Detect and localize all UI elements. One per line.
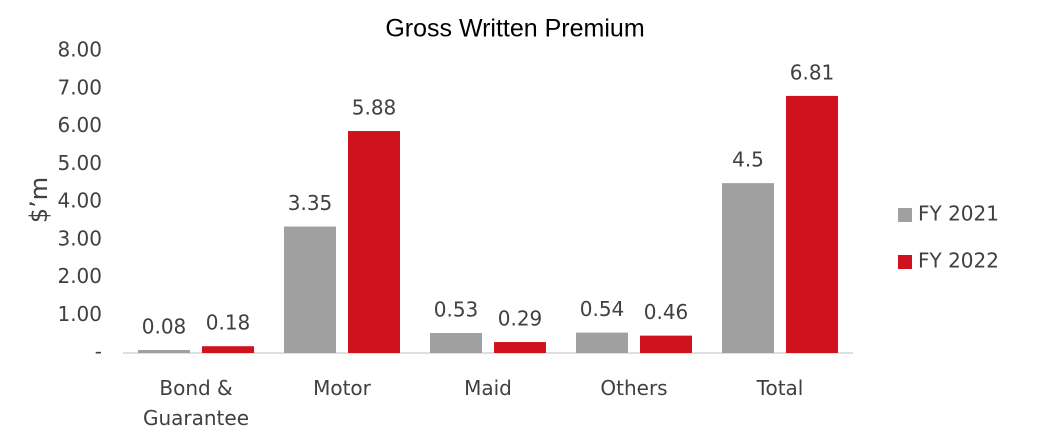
data-label: 0.54 — [580, 297, 625, 321]
x-tick-label: Maid — [464, 376, 512, 400]
data-label: 0.29 — [498, 307, 543, 331]
y-tick-label: 6.00 — [57, 113, 102, 137]
y-tick-label: 3.00 — [57, 226, 102, 250]
data-label: 5.88 — [352, 96, 397, 120]
y-tick-label: - — [95, 340, 102, 364]
bar — [284, 226, 336, 353]
data-label: 0.46 — [644, 300, 689, 324]
data-label: 0.53 — [434, 297, 479, 321]
legend-swatch — [898, 208, 912, 222]
bar — [494, 342, 546, 353]
bar — [722, 183, 774, 353]
bar — [786, 95, 838, 354]
data-label: 6.81 — [790, 60, 835, 84]
y-tick-label: 4.00 — [57, 189, 102, 213]
x-tick-label: Motor — [313, 376, 371, 400]
x-tick-label: Others — [600, 376, 668, 400]
y-tick-label: 7.00 — [57, 75, 102, 99]
data-label: 0.08 — [142, 314, 187, 338]
bar — [138, 349, 190, 353]
data-label: 3.35 — [288, 191, 333, 215]
legend-swatch — [898, 255, 912, 269]
legend-label: FY 2022 — [918, 249, 999, 273]
chart-title: Gross Written Premium — [385, 15, 644, 43]
bar — [640, 335, 692, 353]
bar — [430, 332, 482, 353]
bar — [576, 332, 628, 353]
data-label: 4.5 — [732, 148, 764, 172]
y-tick-label: 5.00 — [57, 151, 102, 175]
y-axis-label: $’m — [25, 177, 53, 223]
bar — [202, 346, 254, 353]
legend-label: FY 2021 — [918, 202, 999, 226]
data-label: 0.18 — [206, 311, 251, 335]
y-tick-label: 8.00 — [57, 38, 102, 62]
x-tick-label: Total — [756, 376, 804, 400]
x-tick-label: Bond & Guarantee — [142, 376, 250, 430]
bar — [348, 131, 400, 353]
y-tick-label: 1.00 — [57, 302, 102, 326]
y-tick-label: 2.00 — [57, 264, 102, 288]
